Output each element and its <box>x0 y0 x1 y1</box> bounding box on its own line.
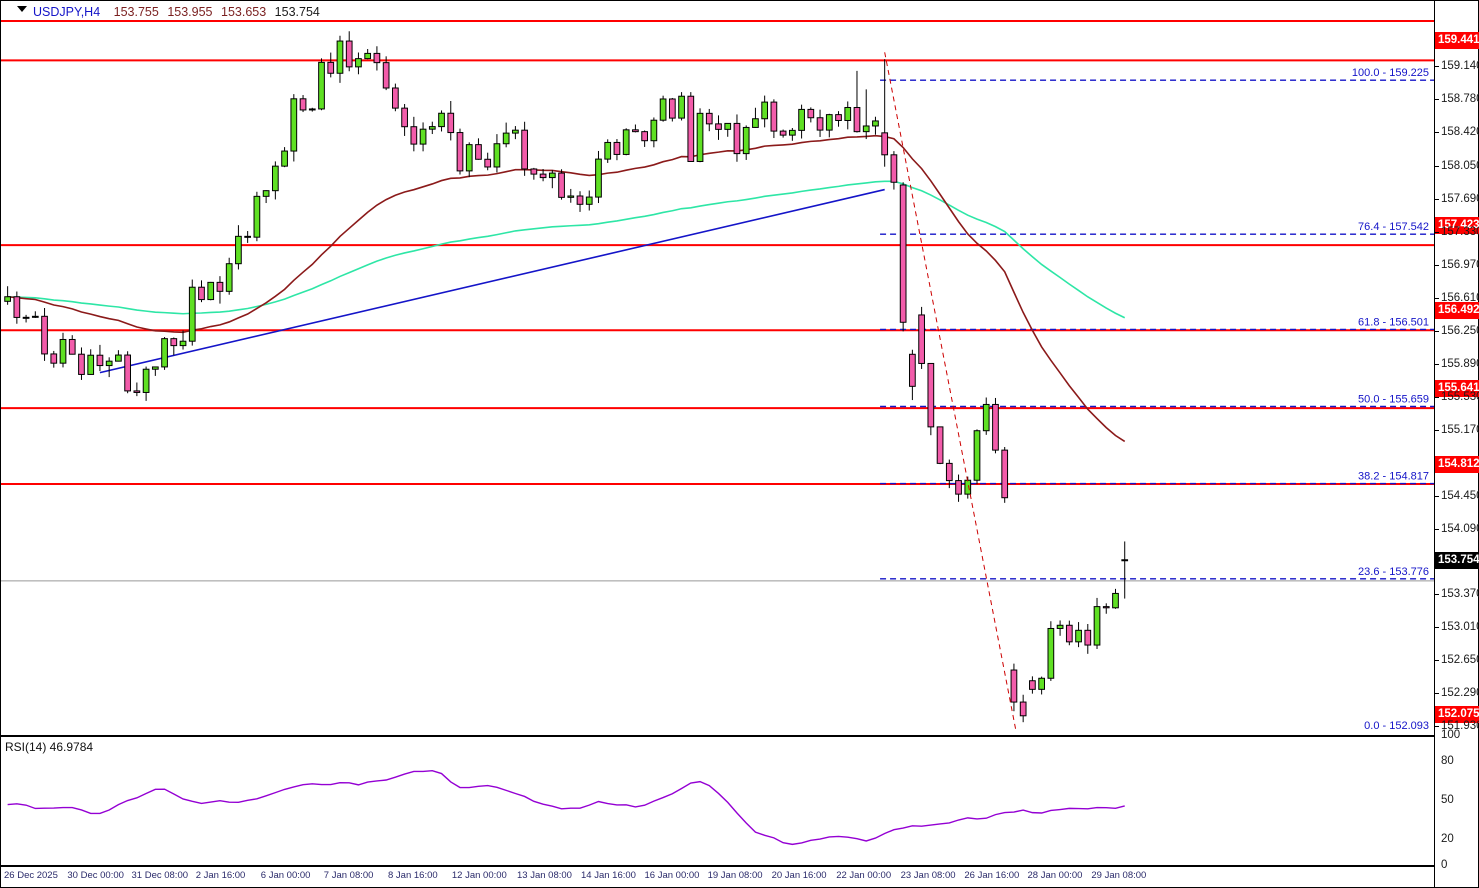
svg-text:50.0 - 155.659: 50.0 - 155.659 <box>1358 394 1429 406</box>
svg-text:0.0 - 152.093: 0.0 - 152.093 <box>1364 720 1429 730</box>
svg-text:61.8 - 156.501: 61.8 - 156.501 <box>1358 316 1429 328</box>
svg-text:23.6 - 153.776: 23.6 - 153.776 <box>1358 566 1429 578</box>
svg-text:76.4 - 157.542: 76.4 - 157.542 <box>1358 221 1429 233</box>
svg-text:38.2 - 154.817: 38.2 - 154.817 <box>1358 471 1429 483</box>
svg-text:100.0 - 159.225: 100.0 - 159.225 <box>1352 67 1429 79</box>
